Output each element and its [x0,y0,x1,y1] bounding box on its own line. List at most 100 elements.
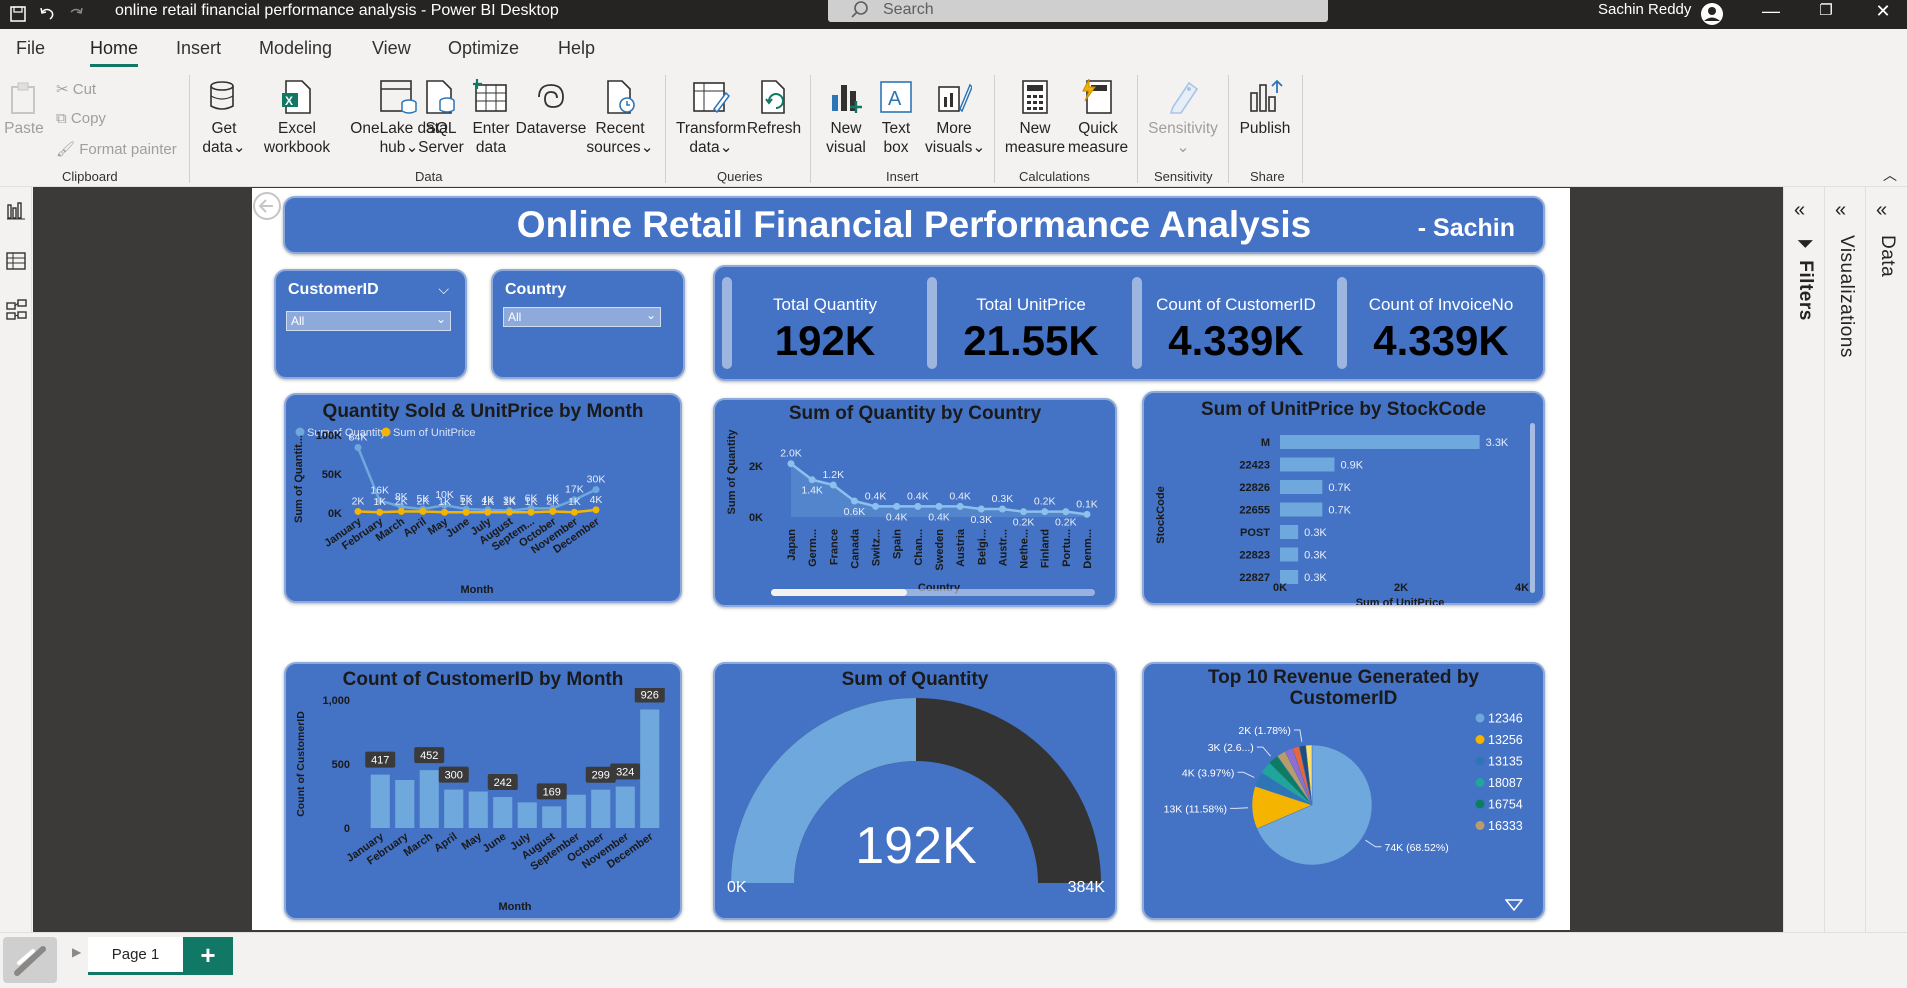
chevron-down-icon[interactable]: ⌵ [438,281,449,297]
menu-modeling[interactable]: Modeling [259,38,333,58]
svg-text:A: A [888,88,902,110]
copy-button[interactable]: ⧉ Copy [56,110,106,127]
slicer-dropdown[interactable]: All ⌄ [286,311,451,331]
user-name[interactable]: Sachin Reddy [1598,1,1692,18]
gauge-sum-quantity[interactable]: Sum of Quantity 192K 0K 384K [713,662,1117,920]
window-title: online retail financial performance anal… [115,2,559,19]
report-view-icon[interactable] [6,201,26,221]
chart-quantity-country[interactable]: Sum of Quantity by Country 2K 0K Sum of Qu… [713,398,1117,607]
collapse-ribbon-icon[interactable]: ︿ [1883,167,1897,183]
expand-chevron-icon[interactable]: « [1835,199,1847,221]
onelake-icon [380,80,417,114]
expand-chevron-icon[interactable]: « [1876,199,1888,221]
y-tick-label: 0 [344,823,350,835]
get-data-button[interactable]: Get data⌄ [198,79,250,157]
data-point [956,502,964,510]
expand-chevron-icon[interactable]: « [1794,199,1806,221]
data-label: 4K (3.97%) [1182,767,1235,779]
menu-home[interactable]: Home [90,38,139,67]
menu-bar: File Home Insert Modeling View Optimize … [0,29,1907,69]
bar [517,802,537,828]
legend-more-icon[interactable] [1505,899,1523,911]
more-visuals-button[interactable]: More visuals⌄ [925,79,985,157]
visualizations-pane[interactable]: « Visualizations [1824,187,1864,932]
group-label-calculations: Calculations [1019,169,1090,184]
table-view-icon[interactable] [6,251,26,271]
pie-chart-svg: 74K (68.52%) 13K (11.58%) 4K (3.97%) 3K (2.… [1164,712,1523,866]
data-label: 5K [460,493,473,505]
x-axis-label: Sum of UnitPrice [1356,597,1445,605]
menu-view[interactable]: View [372,38,411,58]
x-tick-label: 4K [1515,582,1529,594]
new-visual-icon [832,85,862,113]
new-visual-button[interactable]: New visual [822,79,870,157]
close-button[interactable]: ✕ [1875,1,1891,21]
bar [370,774,390,828]
restore-button[interactable]: ❐ [1819,2,1833,19]
menu-file[interactable]: File [16,38,46,58]
data-pane[interactable]: « Data [1865,187,1905,932]
data-label: 0.3K [1304,527,1327,539]
slicer-country[interactable]: Country All ⌄ [491,269,685,379]
redo-icon[interactable] [66,4,86,24]
legend-marker [1475,778,1485,787]
publish-button[interactable]: Publish [1236,79,1294,138]
chart-quantity-unitprice-month[interactable]: Quantity Sold & UnitPrice by Month Sum o… [284,393,682,603]
bar [542,806,562,828]
bar-chart-svg: M 3.3K 22423 0.9K 22826 0.7K 22655 0.7K POST 0.3K… [1155,423,1535,605]
sql-server-button[interactable]: SQL Server [418,79,464,157]
paste-button[interactable]: Paste [4,81,44,138]
transform-data-button[interactable]: Transform data⌄ [676,79,746,157]
gauge-filled-arc [731,698,916,883]
chart-top10-revenue[interactable]: Top 10 Revenue Generated by CustomerID 7… [1142,662,1545,920]
bar [444,789,464,828]
data-point [549,507,557,515]
add-page-button[interactable]: + [183,937,233,975]
copy-icon: ⧉ [56,110,71,127]
leader-line [1365,839,1382,848]
report-title: Online Retail Financial Performance Anal… [516,204,1312,245]
data-label: 1K [373,496,386,508]
chart-customer-count-month[interactable]: Count of CustomerID by Month 1,000 500 0 Co… [284,662,682,920]
data-point [419,507,427,515]
scroll-tabs-icon[interactable]: ▶ [72,945,82,959]
data-label-background [414,747,445,764]
menu-optimize[interactable]: Optimize [448,38,520,58]
excel-workbook-button[interactable]: X Excel workbook [262,79,332,157]
slicer-customerid[interactable]: CustomerID ⌵ All ⌄ [274,269,467,379]
search-box[interactable]: Search [828,0,1328,22]
data-label: 0.4K [928,511,950,523]
leader-line [1256,746,1271,757]
legend-label: 16333 [1488,819,1523,833]
gauge-min-label: 0K [727,879,747,896]
back-arrow-icon[interactable] [252,191,282,221]
refresh-button[interactable]: Refresh [746,79,802,138]
new-measure-button[interactable]: New measure [1003,79,1067,157]
quick-measure-button[interactable]: Quick measure [1065,79,1131,157]
sensitivity-button[interactable]: Sensitivity ⌄ [1145,79,1221,157]
recent-sources-button[interactable]: Recent sources⌄ [584,79,656,157]
kpi-divider [927,277,937,369]
minimize-button[interactable]: — [1762,1,1780,21]
filters-pane[interactable]: « ⏷ Filters [1783,187,1823,932]
text-box-icon: A [880,81,912,113]
x-tick-label: Portu... [1061,529,1073,567]
cut-button[interactable]: ✂ Cut [56,81,97,98]
chart-unitprice-stockcode[interactable]: Sum of UnitPrice by StockCode M 3.3K 22423… [1142,391,1545,605]
save-icon[interactable] [8,4,28,24]
x-tick-label: Spain [892,529,904,559]
tab-page-1[interactable]: Page 1 [88,937,183,975]
menu-insert[interactable]: Insert [176,38,222,58]
undo-icon[interactable] [37,4,57,24]
avatar-icon[interactable] [1700,2,1724,26]
model-view-icon[interactable] [6,299,28,321]
ribbon-divider [1228,75,1229,183]
text-box-button[interactable]: A Text box [875,79,917,157]
dataverse-button[interactable]: Dataverse [515,79,587,138]
onelake-button[interactable]: OneLake data hub⌄ [349,79,449,157]
slicer-dropdown[interactable]: All ⌄ [503,307,661,327]
enter-data-button[interactable]: Enter data [471,79,511,157]
format-painter-button[interactable]: 🖌 Format painter [56,141,177,158]
menu-help[interactable]: Help [558,38,596,58]
